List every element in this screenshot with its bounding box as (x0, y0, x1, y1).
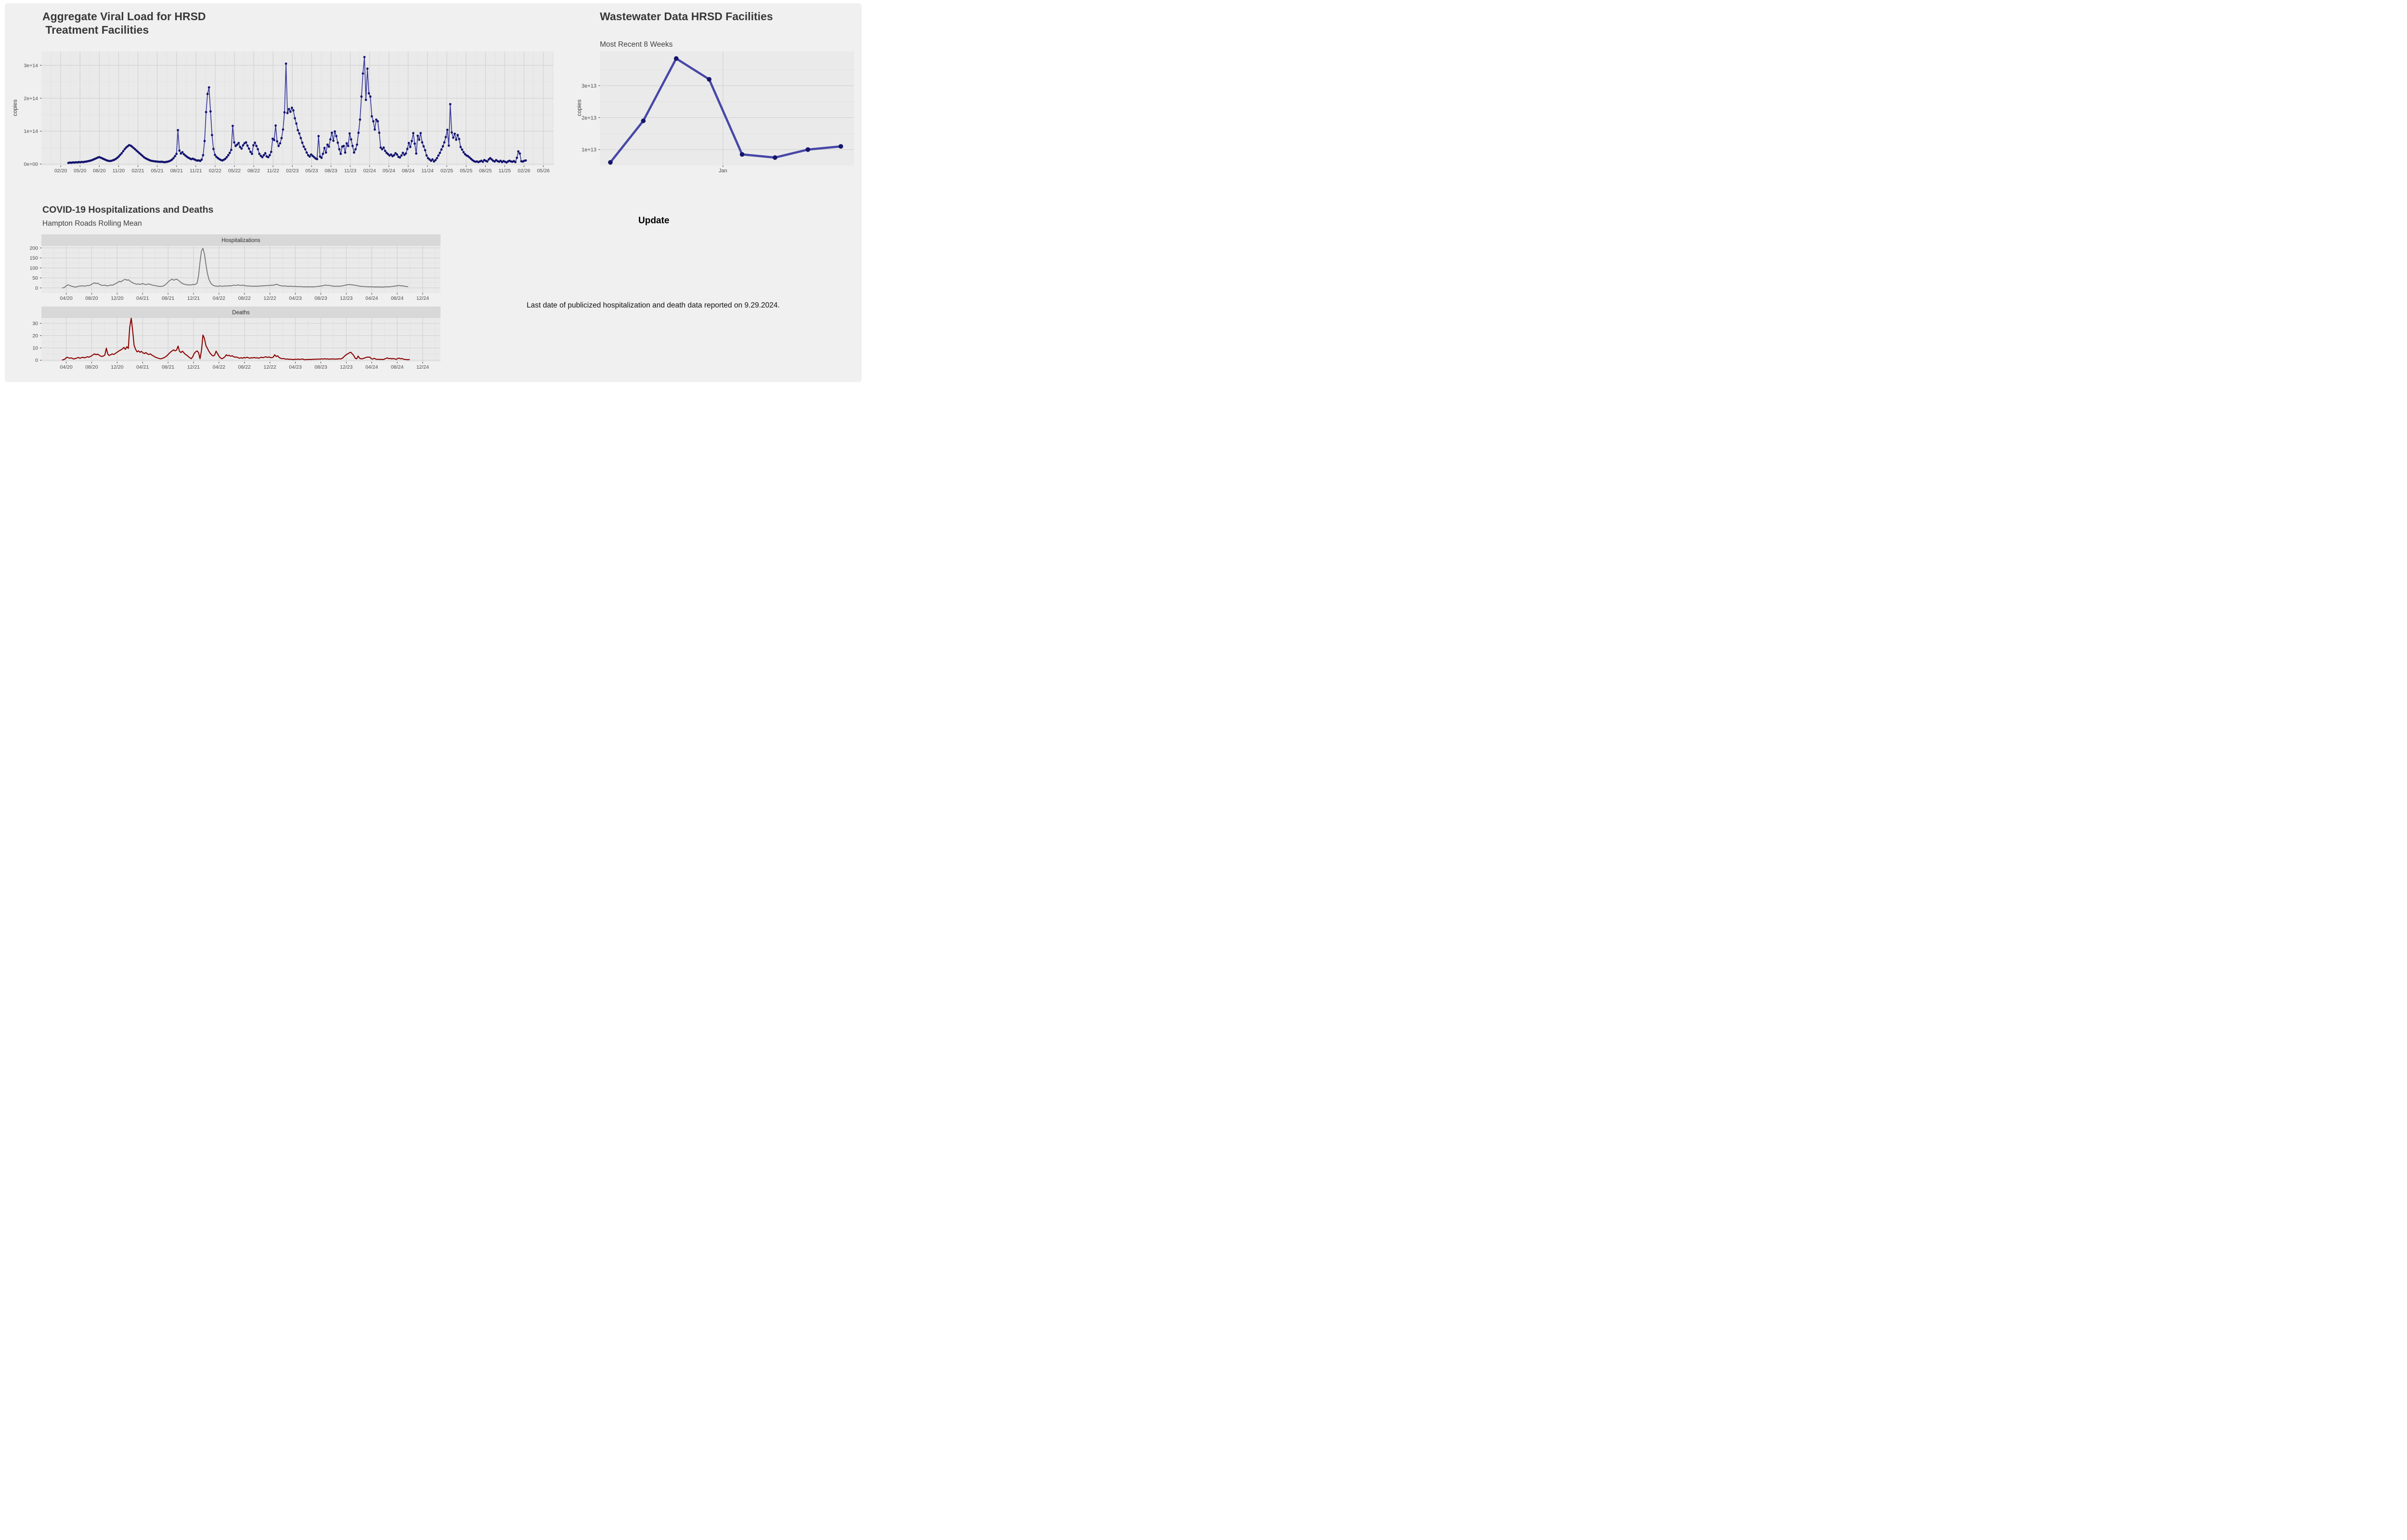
hospitalizations-x-tick: 04/20 (60, 295, 72, 301)
wastewater-chart-title: Wastewater Data HRSD Facilities (600, 10, 773, 23)
deaths-facet-strip (41, 307, 440, 318)
viral_load-x-tick: 11/21 (190, 168, 202, 174)
recent_8_weeks-x-tick: Jan (719, 168, 727, 174)
viral_load-y-tick: 2e+14 (24, 96, 39, 102)
viral_load-x-tick: 11/20 (113, 168, 125, 174)
deaths-x-tick: 12/22 (264, 364, 276, 370)
viral_load-x-tick: 05/23 (305, 168, 318, 174)
charts-canvas: 02/20 05/20 08/20 11/20 02/21 05/21 08/21 11/21… (24, 51, 854, 370)
deaths-x-tick: 08/24 (391, 364, 403, 370)
deaths-y-tick: 30 (32, 321, 38, 327)
viral-load-title-line2: Treatment Facilities (42, 24, 149, 36)
hospitalizations-x-tick: 04/23 (289, 295, 301, 301)
hospitalizations-x-tick: 08/22 (238, 295, 251, 301)
hospitalizations-x-tick: 12/21 (187, 295, 200, 301)
hospitalizations-line (62, 248, 409, 289)
hospitalizations-facet-label: Hospitalizations (221, 238, 260, 244)
hospitalizations-chart: Hospitalizations 04/20 08/20 12/20 04/21 08/2… (29, 234, 440, 301)
hospitalizations-y-tick: 200 (29, 245, 38, 251)
viral_load-x-tick: 02/24 (363, 168, 376, 174)
hospitalizations-x-tick: 12/22 (264, 295, 276, 301)
hospitalizations-x-tick: 08/23 (314, 295, 327, 301)
viral_load-x-tick: 08/21 (170, 168, 183, 174)
viral_load-x-tick: 08/23 (324, 168, 337, 174)
viral_load-x-tick: 02/26 (518, 168, 530, 174)
recent-weeks-chart: Jan 1e+13 2e+13 3e+13 (582, 51, 854, 174)
viral_load-x-tick: 05/25 (460, 168, 472, 174)
deaths-x-tick: 08/21 (162, 364, 174, 370)
viral_load-x-tick: 02/22 (209, 168, 221, 174)
deaths-x-tick: 12/24 (416, 364, 429, 370)
deaths-x-tick: 12/23 (340, 364, 352, 370)
deaths-y-tick: 10 (32, 346, 38, 351)
viral_load-x-tick: 11/23 (344, 168, 357, 174)
dashboard: 02/20 05/20 08/20 11/20 02/21 05/21 08/21 11/21… (0, 0, 867, 385)
viral-load-chart: 02/20 05/20 08/20 11/20 02/21 05/21 08/21 11/21… (24, 51, 554, 174)
viral_load-x-tick: 02/20 (54, 168, 67, 174)
recent_8_weeks-line (609, 57, 842, 164)
hospitalizations-x-tick: 04/21 (136, 295, 149, 301)
deaths-x-tick: 04/20 (60, 364, 72, 370)
viral_load-x-tick: 05/20 (74, 168, 86, 174)
viral_load-x-tick: 11/22 (267, 168, 279, 174)
deaths-facet-label: Deaths (232, 310, 250, 316)
deaths-x-tick: 08/22 (238, 364, 251, 370)
update-button[interactable]: Update (638, 216, 670, 226)
viral_load-y-tick: 1e+14 (24, 128, 39, 134)
data-note: Last date of publicized hospitalization … (527, 301, 780, 309)
hospitalizations-y-tick: 100 (29, 265, 38, 271)
deaths-x-tick: 12/21 (187, 364, 200, 370)
viral_load-x-tick: 05/26 (537, 168, 549, 174)
deaths-x-tick: 08/20 (85, 364, 98, 370)
covid-chart-title: COVID-19 Hospitalizations and Deaths (42, 205, 214, 215)
deaths-x-tick: 04/24 (365, 364, 378, 370)
hospitalizations-x-tick: 08/21 (162, 295, 174, 301)
deaths-y-tick: 20 (32, 333, 38, 339)
viral_load-x-tick: 05/21 (151, 168, 163, 174)
viral_load-y-tick: 0e+00 (24, 162, 39, 167)
hospitalizations-x-tick: 08/24 (391, 295, 403, 301)
hospitalizations-y-tick: 0 (35, 285, 38, 291)
deaths-chart: Deaths 04/20 08/20 12/20 04/21 08/21 12/21 04/2… (32, 307, 440, 370)
viral-load-y-axis-title: copies (12, 99, 18, 116)
recent_8_weeks-y-tick: 2e+13 (582, 115, 596, 121)
viral_load-x-tick: 08/25 (479, 168, 492, 174)
deaths-x-tick: 04/21 (136, 364, 149, 370)
viral_load-x-tick: 02/23 (286, 168, 298, 174)
viral_load-x-tick: 11/25 (499, 168, 511, 174)
viral_load-x-tick: 08/22 (247, 168, 260, 174)
recent-weeks-y-axis-title: copies (576, 99, 582, 116)
hospitalizations-x-tick: 12/24 (416, 295, 429, 301)
deaths-line (62, 318, 410, 360)
deaths-x-tick: 04/22 (213, 364, 225, 370)
recent_8_weeks-y-tick: 3e+13 (582, 83, 596, 89)
hospitalizations-y-tick: 150 (29, 256, 38, 261)
viral_load-x-tick: 08/20 (93, 168, 105, 174)
viral_load-x-tick: 02/25 (440, 168, 453, 174)
hospitalizations-x-tick: 12/23 (340, 295, 352, 301)
viral_load-x-tick: 05/24 (383, 168, 395, 174)
viral_load-x-tick: 05/22 (228, 168, 241, 174)
viral-load-chart-title: Aggregate Viral Load for HRSD Treatment … (42, 10, 206, 37)
hospitalizations-x-tick: 12/20 (111, 295, 123, 301)
viral_load-y-tick: 3e+14 (24, 63, 39, 68)
deaths-x-tick: 08/23 (314, 364, 327, 370)
hospitalizations-x-tick: 04/24 (365, 295, 378, 301)
recent_8_weeks-y-tick: 1e+13 (582, 147, 596, 153)
viral_load-x-tick: 11/24 (421, 168, 434, 174)
viral_load-x-tick: 08/24 (402, 168, 414, 174)
viral-load-title-line1: Aggregate Viral Load for HRSD (42, 10, 206, 23)
viral_load-x-tick: 02/21 (131, 168, 144, 174)
hospitalizations-x-tick: 08/20 (85, 295, 98, 301)
deaths-x-tick: 04/23 (289, 364, 301, 370)
hospitalizations-facet-strip (41, 234, 440, 246)
deaths-y-tick: 0 (35, 358, 38, 363)
wastewater-chart-subtitle: Most Recent 8 Weeks (600, 40, 673, 49)
covid-chart-subtitle: Hampton Roads Rolling Mean (42, 219, 142, 228)
hospitalizations-y-tick: 50 (32, 275, 38, 281)
deaths-x-tick: 12/20 (111, 364, 123, 370)
hospitalizations-x-tick: 04/22 (213, 295, 225, 301)
